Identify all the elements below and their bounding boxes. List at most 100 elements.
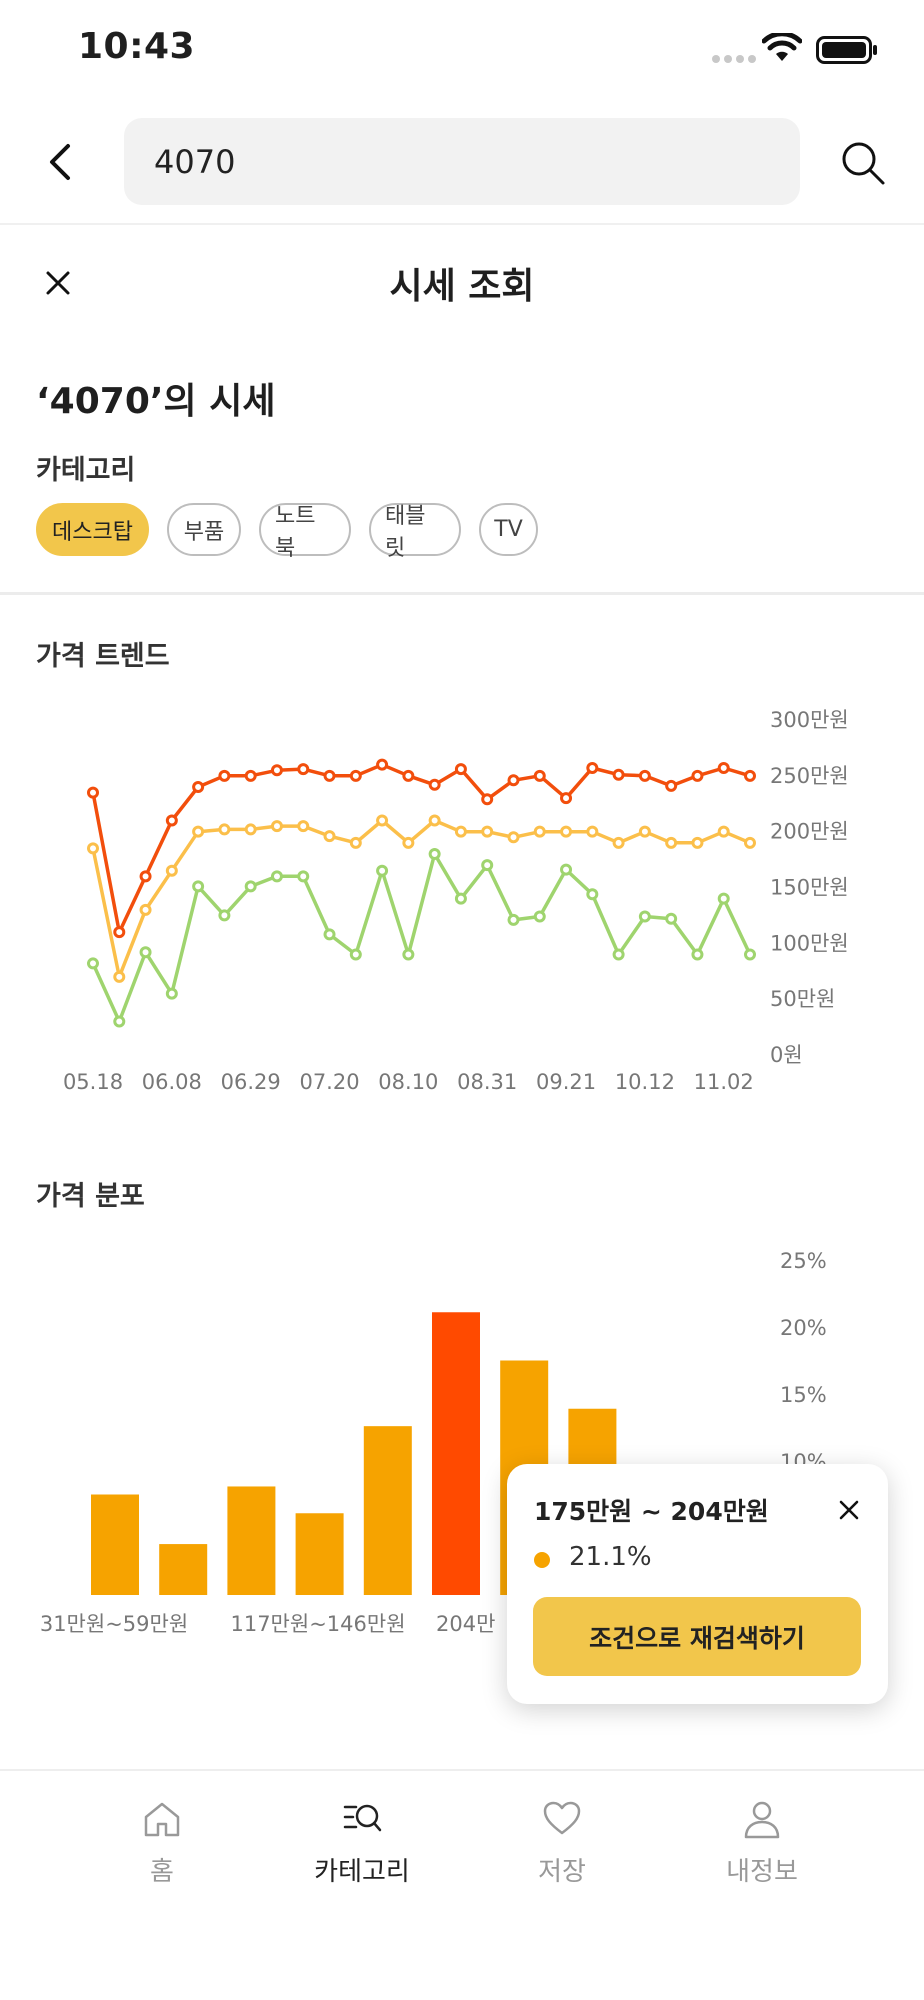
distribution-y-tick-label: 20% (780, 1316, 827, 1340)
trend-high-series-point (87, 786, 99, 799)
status-time: 10:43 (78, 26, 196, 67)
back-arrow-icon[interactable] (40, 140, 84, 184)
tooltip-range: 175만원 ~ 204만원 (534, 1497, 769, 1526)
trend-mid-series-point (165, 864, 178, 877)
wifi-icon (762, 33, 802, 61)
trend-high-series-point (270, 764, 283, 777)
trend-high-series-point (533, 769, 546, 782)
trend-high-series-point (717, 762, 730, 775)
trend-low-series-point (349, 948, 362, 961)
trend-high-series-point (586, 762, 599, 775)
chip-parts[interactable]: 부품 (167, 503, 241, 556)
trend-x-tick-label: 08.10 (378, 1070, 438, 1094)
search-header (0, 100, 924, 225)
trend-y-tick-label: 250만원 (770, 764, 849, 788)
trend-low-series-point (113, 1015, 126, 1028)
trend-y-tick-label: 150만원 (770, 876, 849, 900)
trend-high-series-point (349, 769, 362, 782)
distribution-x-tick-label: 204만 (436, 1612, 495, 1636)
trend-mid-series-point (744, 836, 756, 849)
trend-title: 가격 트렌드 (36, 641, 170, 672)
trend-low-series-point (638, 910, 651, 923)
trend-high-series-point (165, 814, 178, 827)
tab-profile[interactable]: 내정보 (692, 1799, 832, 1888)
trend-low-series-point (533, 910, 546, 923)
search-box[interactable] (124, 118, 800, 205)
tab-category[interactable]: 카테고리 (292, 1799, 432, 1888)
tab-saved[interactable]: 저장 (492, 1799, 632, 1888)
trend-high-series-point (139, 870, 152, 883)
trend-mid-series-point (402, 836, 415, 849)
profile-icon (744, 1801, 780, 1839)
trend-mid-series-point (691, 836, 704, 849)
tooltip-close-icon[interactable] (837, 1498, 861, 1522)
price-distribution-chart: 10%15%20%25%31만원~59만원 117만원~146만원 204만 (40, 1249, 827, 1636)
trend-high-series-point (323, 769, 336, 782)
category-label: 카테고리 (36, 455, 136, 486)
trend-y-tick-label: 50만원 (770, 987, 835, 1011)
distribution-bar (91, 1494, 139, 1595)
research-with-conditions-button[interactable]: 조건으로 재검색하기 (533, 1597, 861, 1676)
trend-mid-series-point (428, 814, 441, 827)
tab-home[interactable]: 홈 (92, 1799, 232, 1888)
trend-low-series-point (665, 912, 678, 925)
trend-low-series-point (192, 880, 205, 893)
distribution-bar (159, 1544, 208, 1595)
trend-high-series-point (218, 769, 231, 782)
chip-notebook[interactable]: 노트북 (259, 503, 351, 561)
trend-high-series-point (481, 793, 494, 806)
cellular-signal-icon (712, 55, 756, 63)
distribution-bar (363, 1426, 412, 1595)
trend-low-series-point (744, 948, 756, 961)
close-icon[interactable] (42, 267, 74, 299)
sheet-header: 시세 조회 (0, 227, 924, 337)
distribution-tooltip: 175만원 ~ 204만원 21.1% 조건으로 재검색하기 (507, 1464, 888, 1704)
trend-low-series-point (376, 864, 389, 877)
trend-high-series-point (612, 768, 625, 781)
distribution-title: 가격 분포 (36, 1181, 145, 1212)
trend-low-series-point (612, 948, 625, 961)
trend-low-series-point (244, 880, 257, 893)
trend-x-tick-label: 07.20 (299, 1070, 359, 1094)
tab-profile-label: 내정보 (726, 1857, 798, 1887)
trend-x-tick-label: 09.21 (536, 1070, 596, 1094)
trend-mid-series-point (481, 825, 494, 838)
price-title: ‘4070’의 시세 (36, 381, 276, 422)
trend-x-tick-label: 08.31 (457, 1070, 517, 1094)
section-divider (0, 592, 924, 595)
trend-low-series-line (91, 852, 752, 1024)
distribution-bar (227, 1486, 276, 1595)
tab-bar: 홈 카테고리 저장 내정보 (0, 1769, 924, 2000)
search-input[interactable] (154, 118, 754, 205)
trend-low-series-point (586, 888, 599, 901)
trend-low-series-point (560, 863, 573, 876)
trend-mid-series-point (297, 820, 310, 833)
heart-icon (543, 1801, 581, 1835)
trend-low-series-point (428, 848, 441, 860)
trend-mid-series-point (113, 970, 126, 983)
trend-high-series-point (297, 763, 310, 776)
trend-x-tick-label: 06.08 (142, 1070, 202, 1094)
trend-mid-series-point (612, 836, 625, 849)
category-chips: 데스크탑 부품 노트북 태블릿 TV (36, 503, 538, 561)
tooltip-legend-dot (534, 1552, 550, 1568)
search-icon[interactable] (840, 140, 886, 186)
trend-mid-series-point (349, 836, 362, 849)
trend-high-series-point (192, 781, 205, 793)
trend-low-series-point (691, 948, 704, 961)
trend-y-tick-label: 100만원 (770, 931, 849, 955)
trend-high-series-point (560, 792, 573, 805)
trend-low-series-point (165, 987, 178, 1000)
trend-mid-series-point (638, 825, 651, 838)
tab-home-label: 홈 (150, 1857, 174, 1887)
trend-low-series-point (218, 909, 231, 922)
trend-mid-series-point (376, 814, 389, 827)
tooltip-percent: 21.1% (569, 1542, 652, 1572)
distribution-bar-highlighted (432, 1312, 480, 1595)
trend-low-series-point (481, 859, 494, 872)
chip-desktop[interactable]: 데스크탑 (36, 503, 149, 556)
battery-icon (816, 36, 877, 64)
chip-tablet[interactable]: 태블릿 (369, 503, 461, 561)
chip-tv[interactable]: TV (479, 503, 538, 556)
trend-y-tick-label: 200만원 (770, 820, 849, 844)
